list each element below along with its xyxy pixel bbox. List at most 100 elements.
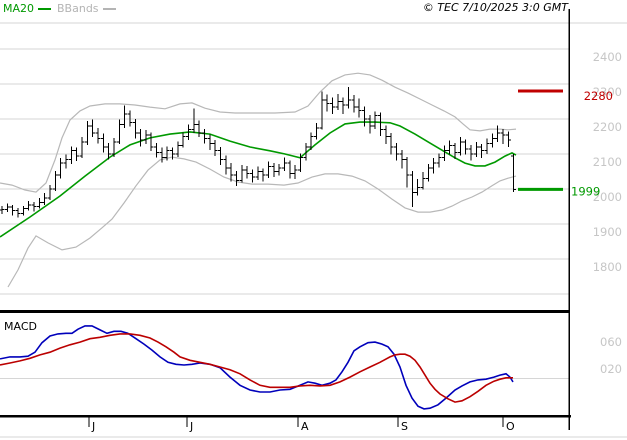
ohlc-bar [329, 97, 335, 114]
ohlc-bar [255, 166, 261, 180]
ohlc-bar [324, 94, 330, 112]
ohlc-bar [356, 98, 362, 118]
ohlc-bar [207, 134, 213, 150]
ohlc-bar [0, 205, 5, 215]
ohlc-bar [399, 149, 405, 169]
ohlc-bar [239, 165, 245, 183]
ohlc-bar [106, 142, 112, 160]
ohlc-bar [335, 93, 341, 110]
price-axis-labels: 2400 2300 2200 2100 2000 1900 1800 [593, 50, 622, 274]
ohlc-bar [159, 147, 165, 163]
bottom-axis [0, 415, 571, 418]
ohlc-bar [127, 110, 133, 127]
month-label: A [301, 420, 309, 433]
y-label-2200: 2200 [593, 120, 622, 134]
ohlc-bar [367, 114, 373, 134]
ohlc-bar [489, 133, 495, 148]
legend-item-ma20: MA20 [3, 2, 52, 15]
ohlc-bar [63, 154, 69, 169]
legend-ma20-label: MA20 [3, 2, 35, 15]
ohlc-bar [271, 162, 277, 177]
chart-frame [0, 22, 627, 438]
ohlc-bar [260, 168, 266, 182]
annotation-lines: 2280 1999 [518, 89, 613, 198]
ohlc-bar [297, 153, 303, 173]
y-label-1900: 1900 [593, 225, 622, 239]
ohlc-bar [484, 138, 490, 154]
ohlc-bar [10, 204, 16, 216]
macd-panel: 060 020 [0, 325, 622, 410]
hline-label-1999: 1999 [571, 184, 600, 198]
ma20 [0, 121, 517, 238]
legend-bbands-label: BBands [57, 2, 99, 15]
y-label-2400: 2400 [593, 50, 622, 64]
ohlc-bar [202, 128, 208, 144]
ohlc-bar [463, 139, 469, 155]
ohlc-bar [31, 201, 37, 212]
ohlc-bar [388, 133, 394, 155]
hline-label-2280: 2280 [584, 89, 613, 103]
ohlc-bar [74, 147, 80, 161]
ohlc-bar [20, 205, 26, 216]
ohlc-bar [425, 163, 431, 182]
ohlc-bar [26, 200, 32, 211]
ohlc-bar [404, 156, 410, 188]
ohlc-bar [276, 163, 282, 176]
ohlc-bar [415, 179, 421, 196]
ohlc-bar [52, 170, 58, 192]
ohlc-bar [244, 165, 250, 179]
ohlc-bar [170, 147, 176, 160]
ohlc-bar [138, 128, 144, 147]
ohlc-bar [281, 157, 287, 171]
ohlc-bar [319, 91, 325, 130]
ohlc-bar [143, 130, 149, 145]
ohlc-bar [122, 105, 128, 128]
ohlc-bar [4, 203, 10, 212]
ohlc-bar [393, 142, 399, 161]
ohlc-bar [218, 147, 224, 166]
ohlc-bar [351, 95, 357, 113]
ohlc-bar [164, 146, 170, 161]
ohlc-bar [372, 111, 378, 129]
ohlc-bar [36, 198, 42, 209]
ohlc-bar [495, 125, 501, 142]
ohlc-bar [100, 133, 106, 153]
ohlc-bar [250, 169, 256, 183]
panel-separator [0, 310, 570, 313]
ohlc-bar [340, 97, 346, 114]
ohlc-bar [68, 146, 74, 164]
ohlc-bar [292, 165, 298, 180]
bbands-line-icon [102, 8, 116, 10]
y-label-1800: 1800 [593, 260, 622, 274]
macd-label-020: 020 [600, 362, 622, 376]
ma20-line [0, 121, 517, 238]
ohlc-bar [175, 141, 181, 157]
ohlc-bar [441, 145, 447, 161]
ohlc-bar [511, 154, 517, 193]
ohlc-bar [84, 120, 90, 145]
legend-item-bbands: BBands [57, 3, 116, 15]
ohlc-bar [266, 161, 271, 178]
ohlc-bar [377, 112, 383, 136]
ohlc-bar [313, 123, 319, 140]
ohlc-bar [383, 125, 389, 145]
bollinger-bands [0, 72, 517, 288]
macd-label-060: 060 [600, 335, 622, 349]
y-label-2100: 2100 [593, 155, 622, 169]
ohlc-bar [234, 170, 240, 187]
chart-timestamp: © TEC 7/10/2025 3:0 GMT [422, 1, 568, 14]
price-gridlines [0, 48, 569, 295]
ohlc-bar [228, 162, 234, 182]
ohlc-bar [452, 142, 458, 159]
axes [0, 9, 571, 430]
ohlc-bar [420, 172, 426, 190]
ohlc-bar [447, 140, 453, 155]
ohlc-bar [191, 108, 197, 133]
ohlc-bar [180, 132, 186, 148]
ohlc-bar [42, 193, 48, 205]
ohlc-bar [58, 158, 64, 179]
ohlc-bar [361, 106, 367, 127]
